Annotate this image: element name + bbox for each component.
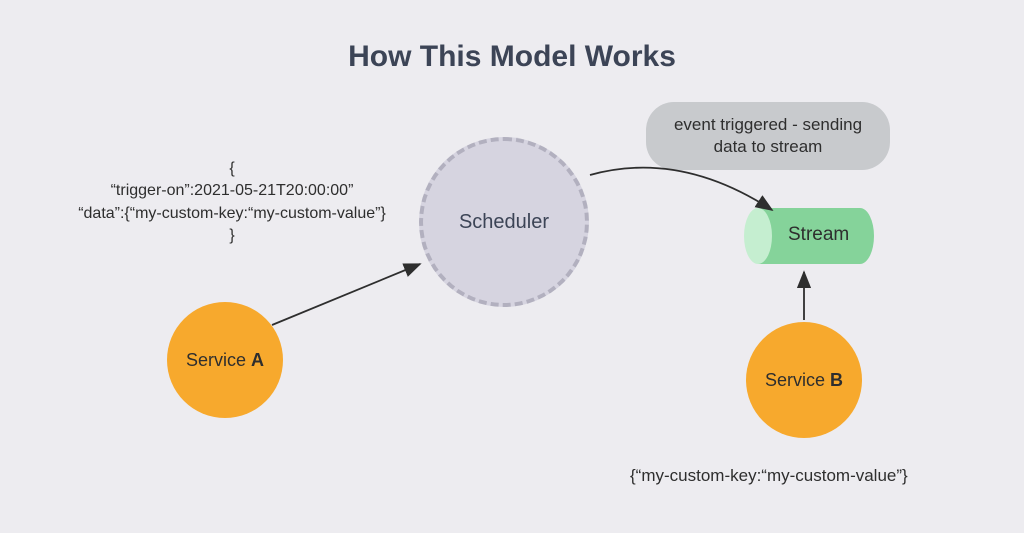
scheduler-label: Scheduler — [459, 211, 549, 234]
edge-a-to-scheduler — [272, 264, 420, 325]
stream-node: Stream — [744, 208, 874, 264]
diagram-title: How This Model Works — [0, 40, 1024, 74]
scheduler-node: Scheduler — [419, 137, 589, 307]
payload-b-text: {“my-custom-key:“my-custom-value”} — [630, 464, 908, 488]
service-b-node: Service B — [746, 322, 862, 438]
stream-label: Stream — [788, 224, 849, 246]
service-a-node: Service A — [167, 302, 283, 418]
event-triggered-pill: event triggered - sending data to stream — [646, 102, 890, 170]
payload-a-text: { “trigger-on”:2021-05-21T20:00:00” “dat… — [72, 158, 392, 248]
edge-scheduler-to-stream — [590, 168, 772, 210]
event-triggered-text: event triggered - sending data to stream — [674, 115, 862, 156]
service-b-label: Service B — [765, 370, 843, 391]
service-a-label: Service A — [186, 350, 264, 371]
